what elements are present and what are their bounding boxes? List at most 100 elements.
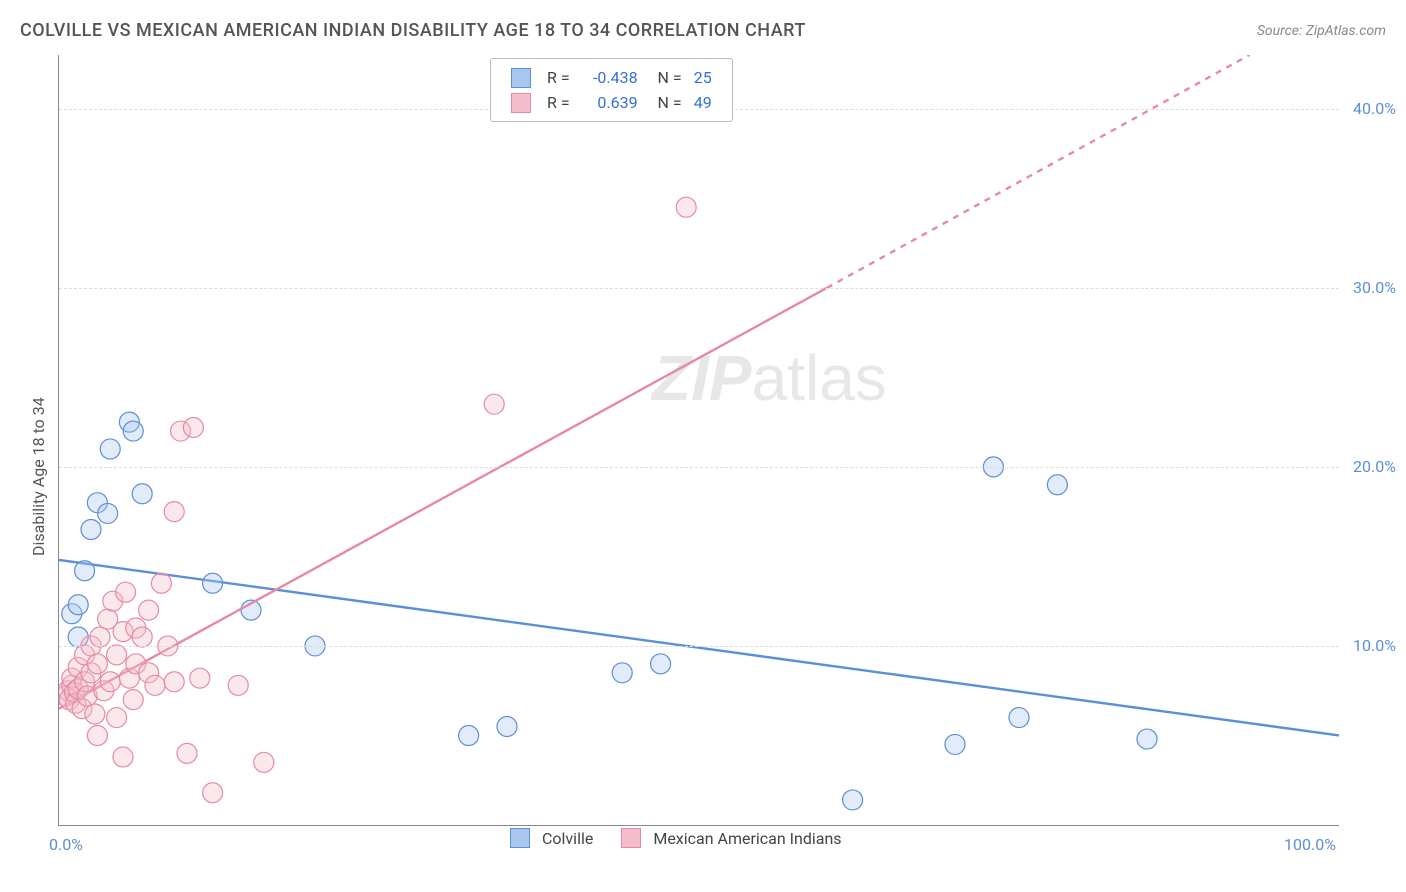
title-bar: COLVILLE VS MEXICAN AMERICAN INDIAN DISA… (20, 20, 1386, 41)
data-point (459, 725, 479, 745)
ytick-label: 30.0% (1353, 278, 1396, 297)
data-point (119, 668, 139, 688)
data-point (151, 573, 171, 593)
chart-svg (59, 55, 1339, 825)
data-point (68, 679, 88, 699)
legend-swatch (511, 68, 531, 88)
data-point (75, 561, 95, 581)
data-point (676, 197, 696, 217)
data-point (98, 609, 118, 629)
data-point (1009, 708, 1029, 728)
xtick-label: 100.0% (1284, 835, 1336, 854)
source-attribution: Source: ZipAtlas.com (1257, 23, 1386, 39)
data-point (1137, 729, 1157, 749)
data-point (87, 725, 107, 745)
data-point (113, 622, 133, 642)
data-point (94, 681, 114, 701)
series-legend-label: Mexican American Indians (653, 829, 841, 848)
data-point (59, 681, 78, 701)
legend-swatch (621, 828, 641, 848)
correlation-legend: R =-0.438 N =25R =0.639 N =49 (490, 58, 733, 122)
data-point (107, 645, 127, 665)
data-point (90, 627, 110, 647)
data-point (66, 693, 86, 713)
data-point (59, 686, 75, 706)
gridline (59, 288, 1339, 289)
legend-swatch (511, 93, 531, 113)
data-point (123, 690, 143, 710)
data-point (139, 663, 159, 683)
correlation-legend-row: R =0.639 N =49 (505, 90, 718, 115)
series-legend-label: Colville (542, 829, 593, 848)
data-point (203, 573, 223, 593)
watermark: ZIPatlas (652, 341, 887, 415)
data-point (87, 654, 107, 674)
correlation-legend-row: R =-0.438 N =25 (505, 65, 718, 90)
legend-r-label: R = (541, 90, 576, 115)
data-point (171, 421, 191, 441)
data-point (119, 412, 139, 432)
data-point (103, 591, 123, 611)
data-point (612, 663, 632, 683)
data-point (484, 394, 504, 414)
data-point (62, 675, 82, 695)
data-point (98, 503, 118, 523)
chart-title: COLVILLE VS MEXICAN AMERICAN INDIAN DISA… (20, 20, 806, 41)
legend-r-label: R = (541, 65, 576, 90)
data-point (145, 675, 165, 695)
data-point (75, 645, 95, 665)
data-point (123, 421, 143, 441)
legend-r-value: -0.438 (576, 65, 644, 90)
ytick-label: 40.0% (1353, 99, 1396, 118)
legend-n-label: N = (644, 65, 688, 90)
data-point (1047, 475, 1067, 495)
legend-r-value: 0.639 (576, 90, 644, 115)
data-point (843, 790, 863, 810)
data-point (203, 783, 223, 803)
data-point (190, 668, 210, 688)
data-point (132, 484, 152, 504)
data-point (72, 699, 92, 719)
data-point (100, 672, 120, 692)
data-point (254, 752, 274, 772)
data-point (497, 717, 517, 737)
data-point (132, 627, 152, 647)
legend-n-value: 49 (688, 90, 718, 115)
data-point (62, 604, 82, 624)
gridline (59, 646, 1339, 647)
data-point (85, 704, 105, 724)
ytick-label: 20.0% (1353, 457, 1396, 476)
data-point (164, 672, 184, 692)
trend-line (59, 560, 1339, 735)
data-point (68, 595, 88, 615)
data-point (183, 417, 203, 437)
data-point (77, 686, 97, 706)
legend-n-label: N = (644, 90, 688, 115)
ytick-label: 10.0% (1353, 636, 1396, 655)
series-legend-item: Colville (510, 828, 593, 848)
data-point (177, 743, 197, 763)
data-point (126, 654, 146, 674)
data-point (81, 663, 101, 683)
data-point (100, 439, 120, 459)
xtick-label: 0.0% (49, 835, 83, 854)
trend-line (827, 55, 1249, 288)
data-point (139, 600, 159, 620)
data-point (81, 520, 101, 540)
y-axis-label: Disability Age 18 to 34 (29, 397, 48, 556)
data-point (107, 708, 127, 728)
legend-swatch (510, 828, 530, 848)
data-point (75, 672, 95, 692)
data-point (64, 682, 84, 702)
data-point (116, 582, 136, 602)
data-point (164, 502, 184, 522)
data-point (62, 668, 82, 688)
data-point (651, 654, 671, 674)
data-point (241, 600, 261, 620)
plot-area: ZIPatlas 10.0%20.0%30.0%40.0%0.0%100.0%D… (58, 55, 1339, 826)
data-point (68, 627, 88, 647)
data-point (945, 734, 965, 754)
series-legend: Colville Mexican American Indians (510, 828, 842, 848)
data-point (113, 747, 133, 767)
data-point (126, 618, 146, 638)
